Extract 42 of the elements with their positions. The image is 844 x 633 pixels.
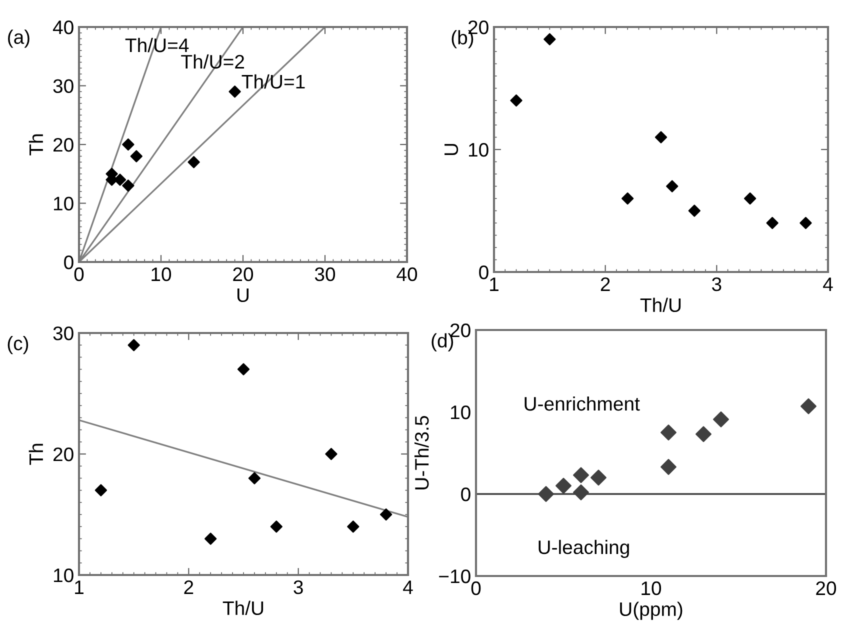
x-tick-label: 0 — [74, 267, 84, 282]
x-tick-label: 1 — [75, 580, 84, 594]
x-tick-label: 4 — [823, 278, 833, 291]
y-tick-label: 10 — [54, 196, 74, 210]
y-axis-title: Th — [28, 134, 43, 156]
x-tick-label: 3 — [294, 580, 303, 594]
y-tick-label: 0 — [64, 255, 74, 270]
x-axis-title: Th/U — [222, 600, 264, 616]
y-tick-label: 20 — [53, 447, 74, 462]
x-tick-label: 30 — [314, 267, 336, 282]
x-tick-label: 4 — [403, 580, 413, 594]
y-tick-label: 20 — [53, 138, 74, 152]
x-tick-label: 2 — [600, 277, 610, 291]
y-tick-label: −10 — [439, 569, 470, 584]
annotation: U-enrichment — [524, 396, 640, 411]
x-tick-label: 10 — [152, 267, 172, 282]
y-tick-label: 10 — [450, 405, 470, 420]
x-axis-title: U(ppm) — [620, 602, 682, 620]
y-axis-title: Th — [28, 444, 43, 465]
x-axis-title: U — [237, 288, 249, 302]
y-tick-label: 40 — [52, 20, 74, 34]
annotation: Th/U=4 — [125, 38, 189, 52]
y-tick-label: 10 — [54, 568, 74, 582]
y-tick-label: 0 — [461, 487, 470, 502]
y-axis-title: U — [444, 144, 458, 156]
x-tick-label: 20 — [816, 581, 836, 596]
annotation: Th/U=1 — [242, 74, 305, 89]
annotation: Th/U=2 — [181, 54, 244, 69]
x-axis-title: Th/U — [640, 298, 681, 312]
x-tick-label: 1 — [490, 278, 498, 291]
text: (a) — [8, 30, 30, 48]
annotation: U-leaching — [538, 540, 629, 558]
x-tick-label: 3 — [712, 277, 722, 292]
y-tick-label: 30 — [53, 79, 74, 93]
y-axis-title: U-Th/3.5 — [414, 416, 429, 490]
x-tick-label: 2 — [184, 580, 194, 594]
x-tick-label: 20 — [233, 267, 254, 282]
x-tick-label: 40 — [396, 267, 418, 282]
y-tick-label: 10 — [468, 142, 488, 157]
y-tick-label: 30 — [53, 326, 74, 340]
x-tick-label: 10 — [642, 581, 662, 596]
text: (c) — [8, 336, 28, 354]
